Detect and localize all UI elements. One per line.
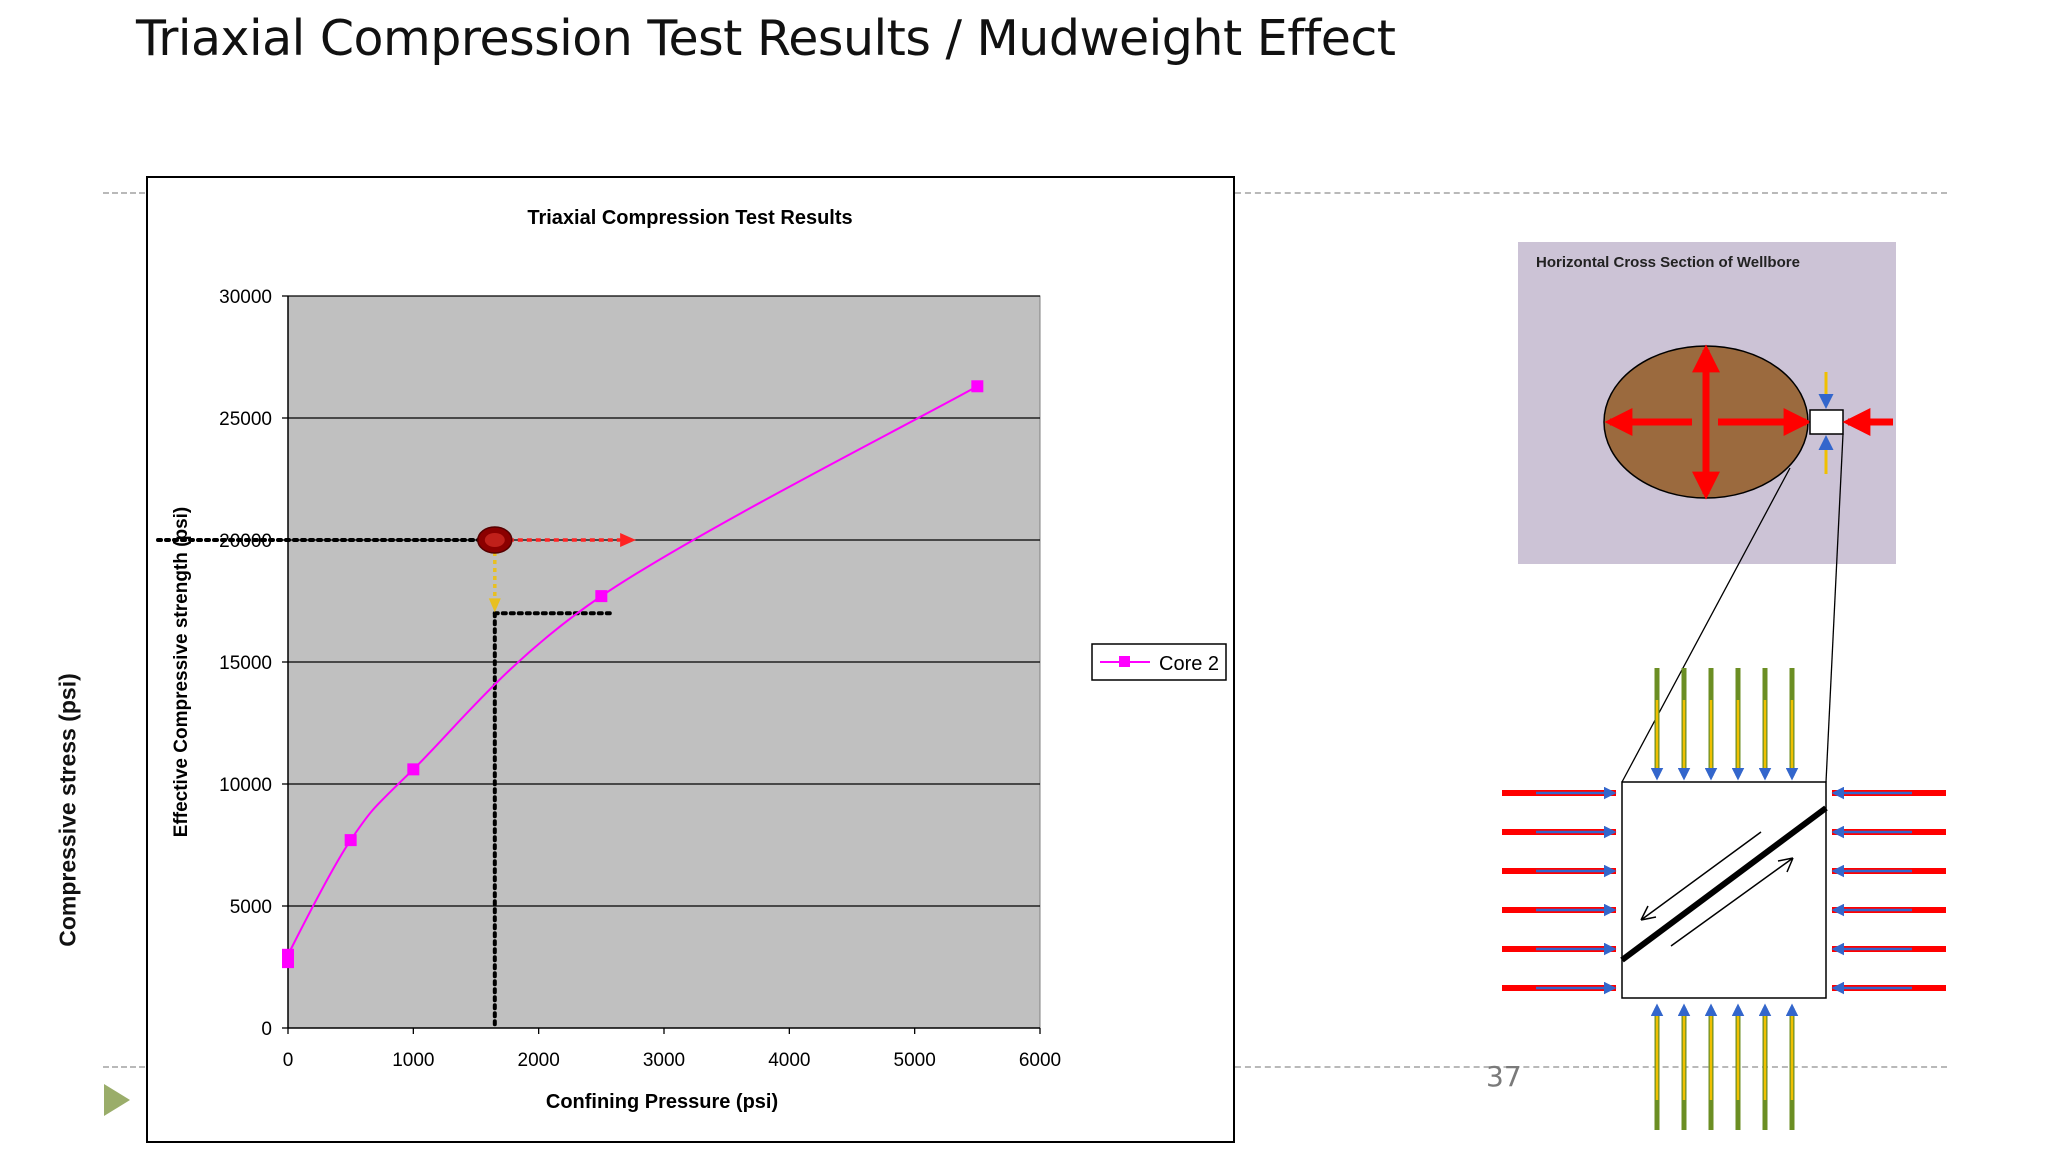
y-tick-label: 15000 — [219, 653, 272, 674]
top-divider-right — [1235, 192, 1947, 194]
top-divider-left — [103, 192, 145, 194]
y-tick-label: 0 — [261, 1019, 272, 1040]
data-point-core-2-3 — [407, 763, 420, 776]
red-arrow-head — [620, 533, 637, 547]
series-line-core-2 — [282, 385, 978, 967]
slide-number: 37 — [1486, 1060, 1522, 1093]
y-axis-label-wrap: Effective Compressive strength (psi) — [171, 507, 192, 837]
bottom-divider-left — [103, 1066, 145, 1068]
legend: Core 2 — [1091, 643, 1227, 681]
x-tick-label: 0 — [283, 1050, 294, 1071]
y-tick-label: 5000 — [230, 897, 272, 918]
fault-plane — [1620, 805, 1828, 963]
yellow-arrow-head — [488, 598, 501, 613]
x-tick-label: 6000 — [1019, 1050, 1061, 1071]
data-point-core-2-1 — [282, 948, 294, 961]
y-tick-label: 30000 — [219, 287, 272, 308]
zoom-line-right — [1825, 433, 1844, 783]
data-point-core-2-5 — [971, 380, 984, 393]
y-tick-labels: 050001000015000200002500030000 — [219, 287, 272, 1040]
x-axis-label: Confining Pressure (psi) — [546, 1091, 778, 1113]
y-tick-label: 25000 — [219, 409, 272, 430]
y-tick-label: 10000 — [219, 775, 272, 796]
x-tick-label: 3000 — [643, 1050, 685, 1071]
bottom-divider-right — [1235, 1066, 1947, 1068]
slide-title: Triaxial Compression Test Results / Mudw… — [136, 10, 1396, 67]
inset-title: Horizontal Cross Section of Wellbore — [1536, 254, 1800, 271]
x-tick-label: 2000 — [518, 1050, 560, 1071]
chart-title: Triaxial Compression Test Results — [527, 207, 852, 229]
x-tick-label: 1000 — [392, 1050, 434, 1071]
x-tick-label: 5000 — [894, 1050, 936, 1071]
slip-arrow-lower — [1640, 831, 1762, 921]
wall-element-square — [1809, 409, 1844, 435]
data-point-core-2-2 — [344, 834, 357, 847]
zoom-line-left — [1621, 467, 1791, 783]
mudweight-annotation — [156, 526, 637, 1030]
series-core-2 — [282, 380, 984, 969]
legend-marker — [1119, 656, 1130, 667]
detail-stress-arrows — [1502, 668, 1946, 1130]
x-tick-label: 4000 — [768, 1050, 810, 1071]
red-ellipse-highlight — [484, 533, 505, 547]
data-point-core-2-4 — [595, 590, 608, 603]
y-axis-label: Effective Compressive strength (psi) — [171, 507, 192, 837]
legend-label: Core 2 — [1159, 653, 1219, 675]
play-triangle-icon[interactable] — [104, 1084, 130, 1116]
rock-element-square — [1621, 781, 1827, 999]
x-tick-labels: 0 1000 2000 3000 4000 5000 6000 — [283, 1050, 1061, 1071]
slip-arrow-upper — [1670, 857, 1794, 947]
